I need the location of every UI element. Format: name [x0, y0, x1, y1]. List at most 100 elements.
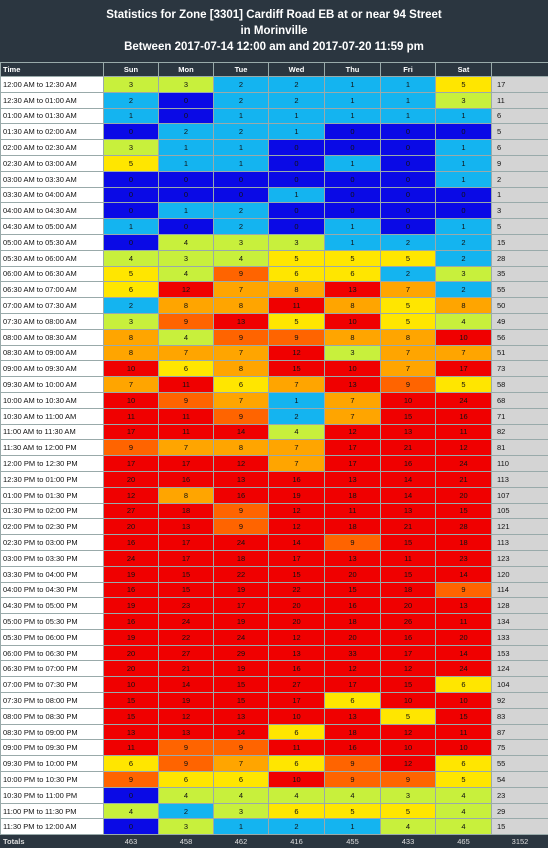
row-total: 104: [491, 676, 548, 694]
count-cell: 16: [103, 581, 159, 599]
count-cell: 12: [324, 423, 381, 441]
count-cell: 14: [435, 565, 492, 583]
count-cell: 4: [158, 786, 214, 804]
totals-label: Totals: [0, 834, 104, 849]
count-cell: 15: [435, 707, 492, 725]
count-cell: 0: [324, 123, 381, 141]
data-row: 01:00 AM to 01:30 AM 1 0 1 1 1 1 1 6: [0, 107, 548, 125]
count-cell: 0: [380, 186, 436, 204]
count-cell: 0: [268, 170, 325, 188]
count-cell: 10: [103, 676, 159, 694]
count-cell: 1: [380, 91, 436, 109]
count-cell: 2: [213, 123, 269, 141]
count-cell: 2: [158, 802, 214, 820]
count-cell: 6: [324, 692, 381, 709]
count-cell: 0: [103, 818, 159, 836]
count-cell: 23: [435, 549, 492, 567]
time-cell: 02:00 PM to 02:30 PM: [0, 518, 104, 536]
count-cell: 17: [324, 455, 381, 472]
time-cell: 02:00 AM to 02:30 AM: [0, 139, 104, 156]
data-row: 11:30 PM to 12:00 AM 0 3 1 2 1 4 4 15: [0, 818, 548, 836]
count-cell: 1: [435, 218, 492, 235]
count-cell: 3: [158, 818, 214, 836]
count-cell: 16: [268, 470, 325, 488]
count-cell: 8: [268, 281, 325, 299]
count-cell: 2: [435, 249, 492, 267]
row-total: 9: [491, 154, 548, 172]
time-cell: 02:30 PM to 03:00 PM: [0, 534, 104, 551]
time-cell: 07:30 PM to 08:00 PM: [0, 692, 104, 709]
column-header: Wed: [268, 62, 325, 77]
row-total: 51: [491, 344, 548, 362]
count-cell: 13: [324, 470, 381, 488]
count-cell: 15: [380, 676, 436, 694]
time-cell: 03:30 AM to 04:00 AM: [0, 186, 104, 204]
count-cell: 2: [213, 202, 269, 220]
count-cell: 8: [103, 328, 159, 346]
data-row: 02:30 AM to 03:00 AM 5 1 1 0 1 0 1 9: [0, 154, 548, 172]
count-cell: 27: [268, 676, 325, 694]
count-cell: 5: [380, 312, 436, 330]
count-cell: 0: [213, 186, 269, 204]
count-cell: 1: [213, 107, 269, 125]
row-total: 105: [491, 502, 548, 520]
time-cell: 05:30 PM to 06:00 PM: [0, 628, 104, 646]
count-cell: 0: [435, 202, 492, 220]
count-cell: 17: [158, 534, 214, 551]
count-cell: 12: [213, 455, 269, 472]
count-cell: 17: [324, 439, 381, 457]
time-cell: 03:00 PM to 03:30 PM: [0, 549, 104, 567]
count-cell: 6: [213, 376, 269, 393]
count-cell: 20: [380, 597, 436, 615]
count-cell: 7: [213, 755, 269, 773]
count-cell: 9: [103, 439, 159, 457]
row-total: 75: [491, 739, 548, 757]
count-cell: 13: [324, 549, 381, 567]
count-cell: 1: [324, 233, 381, 251]
count-cell: 4: [103, 802, 159, 820]
count-cell: 12: [324, 660, 381, 678]
count-cell: 10: [380, 391, 436, 409]
time-cell: 10:30 PM to 11:00 PM: [0, 786, 104, 804]
row-total: 153: [491, 644, 548, 662]
count-cell: 0: [158, 107, 214, 125]
count-cell: 2: [268, 407, 325, 425]
count-cell: 17: [103, 455, 159, 472]
time-cell: 06:30 AM to 07:00 AM: [0, 281, 104, 299]
count-cell: 15: [380, 565, 436, 583]
data-row: 03:00 PM to 03:30 PM 24 17 18 17 13 11 23 123: [0, 549, 548, 567]
row-total: 5: [491, 123, 548, 141]
total-cell: 455: [324, 834, 381, 849]
row-total: 92: [491, 692, 548, 709]
count-cell: 4: [268, 423, 325, 441]
row-total: 28: [491, 249, 548, 267]
count-cell: 0: [158, 218, 214, 235]
total-cell: 3152: [491, 834, 548, 849]
time-cell: 11:00 PM to 11:30 PM: [0, 802, 104, 820]
time-cell: 02:30 AM to 03:00 AM: [0, 154, 104, 172]
count-cell: 14: [158, 676, 214, 694]
row-total: 83: [491, 707, 548, 725]
count-cell: 17: [268, 692, 325, 709]
count-cell: 24: [435, 660, 492, 678]
row-total: 113: [491, 470, 548, 488]
count-cell: 1: [435, 170, 492, 188]
row-total: 113: [491, 534, 548, 551]
data-row: 01:30 PM to 02:00 PM 27 18 9 12 11 13 15 105: [0, 502, 548, 520]
data-row: 09:30 PM to 10:00 PM 6 9 7 6 9 12 6 55: [0, 755, 548, 773]
count-cell: 0: [103, 123, 159, 141]
count-cell: 12: [103, 486, 159, 504]
count-cell: 6: [103, 755, 159, 773]
count-cell: 16: [380, 455, 436, 472]
count-cell: 20: [435, 486, 492, 504]
data-row: 10:00 AM to 10:30 AM 10 9 7 1 7 10 24 68: [0, 391, 548, 409]
title-line: Between 2017-07-14 12:00 am and 2017-07-…: [124, 41, 424, 53]
data-row: 04:00 PM to 04:30 PM 16 15 19 22 15 18 9 114: [0, 581, 548, 599]
count-cell: 8: [380, 328, 436, 346]
count-cell: 13: [213, 470, 269, 488]
time-cell: 08:30 PM to 09:00 PM: [0, 723, 104, 741]
column-header: Sat: [435, 62, 492, 77]
count-cell: 18: [324, 723, 381, 741]
count-cell: 13: [213, 707, 269, 725]
count-cell: 0: [268, 202, 325, 220]
